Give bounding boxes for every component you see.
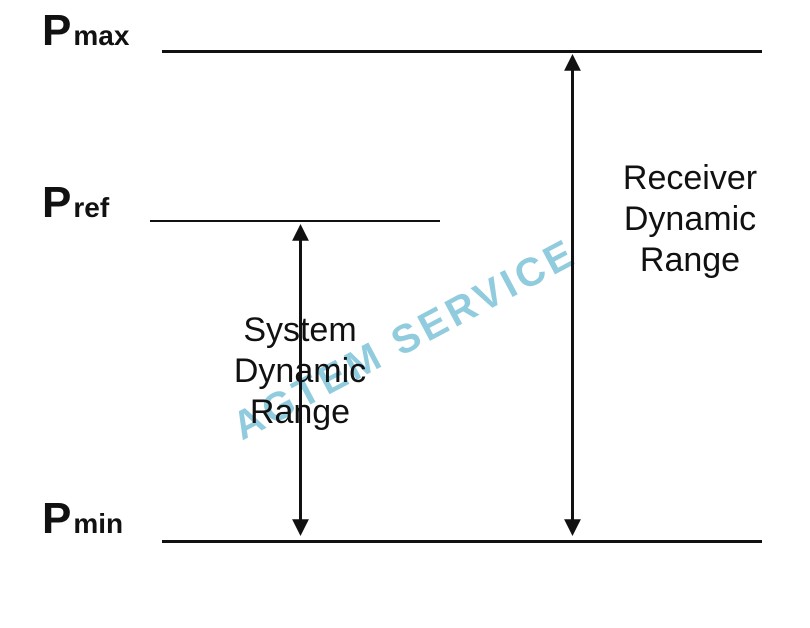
level-pmax-main: P <box>42 6 71 56</box>
diagram-canvas: Pmax Pref Pmin AGTEM SERVICE System Dyna… <box>0 0 810 628</box>
range-label-system-line1: System <box>200 310 400 351</box>
range-label-receiver: Receiver Dynamic Range <box>590 158 790 280</box>
level-line-pmax <box>162 50 762 53</box>
level-pmin-main: P <box>42 494 71 544</box>
level-line-pref <box>150 220 440 222</box>
level-pmax-sub: max <box>73 20 129 52</box>
range-label-receiver-line1: Receiver <box>590 158 790 199</box>
range-label-receiver-line3: Range <box>590 240 790 281</box>
level-label-pmin: Pmin <box>42 494 123 544</box>
level-line-pmin <box>162 540 762 543</box>
arrow-receiver-dynamic-range <box>557 54 588 536</box>
range-label-receiver-line2: Dynamic <box>590 199 790 240</box>
range-label-system-line2: Dynamic <box>200 351 400 392</box>
level-label-pmax: Pmax <box>42 6 129 56</box>
range-label-system: System Dynamic Range <box>200 310 400 432</box>
level-pref-main: P <box>42 178 71 228</box>
range-label-system-line3: Range <box>200 392 400 433</box>
level-pmin-sub: min <box>73 508 123 540</box>
level-label-pref: Pref <box>42 178 109 228</box>
level-pref-sub: ref <box>73 192 109 224</box>
